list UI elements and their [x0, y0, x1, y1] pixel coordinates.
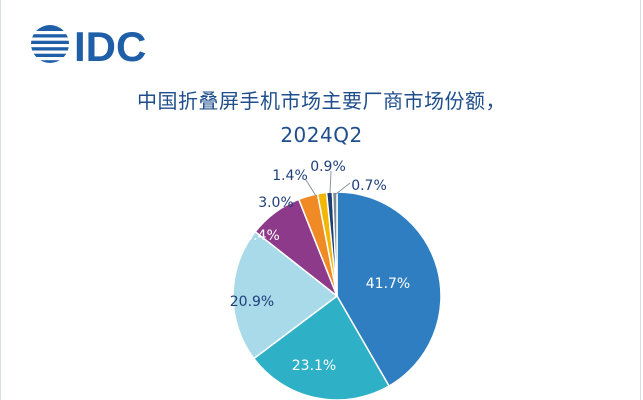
chart-title-block: 中国折叠屏手机市场主要厂商市场份额， 2024Q2: [0, 84, 643, 152]
pie-slice-3: [232, 230, 339, 360]
chart-title: 中国折叠屏手机市场主要厂商市场份额，: [137, 89, 506, 113]
slice-label-7: 0.9%: [310, 159, 346, 175]
slice-label-1: 41.7%: [366, 276, 410, 292]
idc-logo: IDC: [30, 23, 146, 66]
leader-line-7: [329, 170, 332, 194]
slice-label-6: 1.4%: [272, 168, 308, 184]
slice-label-5: 3.0%: [258, 195, 294, 211]
globe-icon: [30, 25, 70, 63]
logo-text: IDC: [74, 23, 146, 66]
slice-label-4: 8.4%: [244, 228, 280, 244]
leader-line-8: [335, 182, 351, 195]
pie-slice-8: [331, 191, 338, 297]
pie-slice-2: [252, 294, 391, 400]
slice-label-8: 0.7%: [351, 178, 387, 194]
slice-label-3: 20.9%: [230, 294, 274, 310]
slice-label-2: 23.1%: [292, 358, 336, 374]
leader-line-6: [305, 179, 317, 197]
chart-subtitle: 2024Q2: [280, 123, 363, 147]
pie-slice-1: [336, 191, 442, 388]
